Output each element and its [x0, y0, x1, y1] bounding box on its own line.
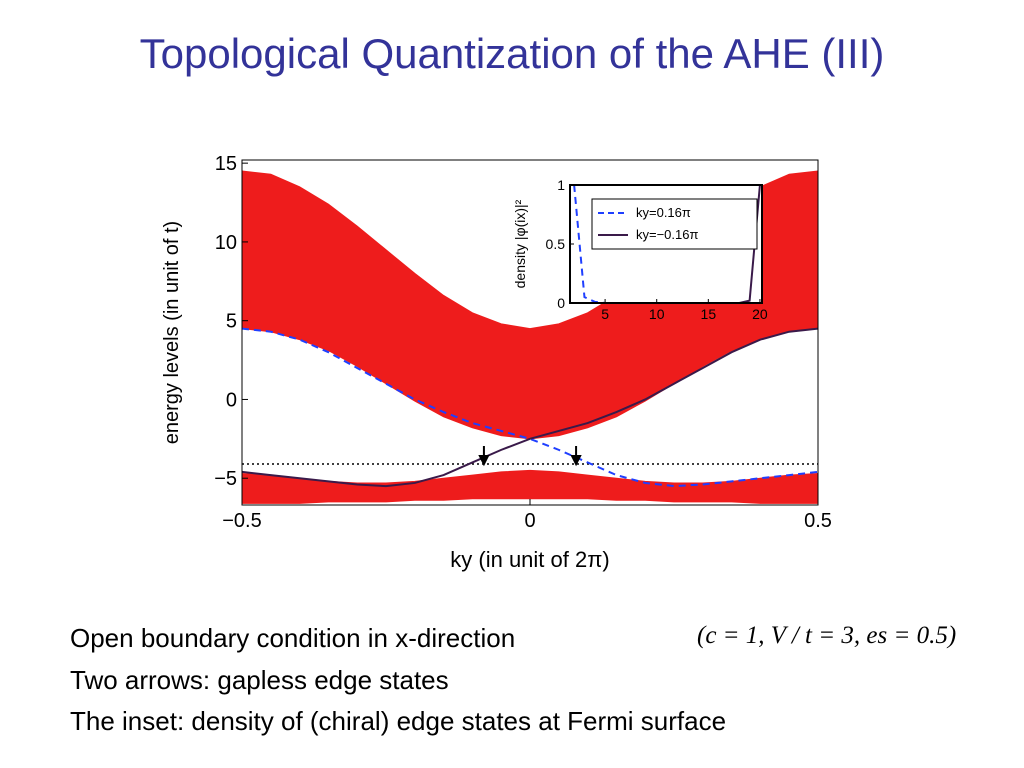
- x-tick-label: 5: [601, 306, 609, 322]
- arrow: [570, 446, 582, 467]
- legend-label: ky=0.16π: [636, 205, 691, 220]
- y-tick-label: −5: [214, 468, 237, 490]
- energy-band: [242, 170, 818, 440]
- y-axis-label: density |φ(ix)|²: [512, 199, 528, 288]
- legend-box: [591, 198, 758, 250]
- x-tick-label: 15: [701, 306, 717, 322]
- x-axis-label: ky (in unit of 2π): [450, 547, 609, 572]
- x-tick-label: 0: [524, 510, 535, 532]
- y-axis-label: energy levels (in unit of t): [161, 221, 183, 444]
- y-tick-label: 5: [226, 311, 237, 333]
- series-line: [242, 327, 818, 488]
- bullet: The inset: density of (chiral) edge stat…: [70, 706, 727, 736]
- x-tick-label: −0.5: [222, 510, 261, 532]
- slide-title: Topological Quantization of the AHE (III…: [139, 30, 885, 77]
- x-tick-label: 0.5: [804, 510, 832, 532]
- x-tick-label: 10: [649, 306, 665, 322]
- y-tick-label: 15: [215, 153, 237, 175]
- plot-area: [242, 170, 818, 504]
- legend-label: ky=−0.16π: [636, 227, 698, 242]
- series-line: [242, 327, 818, 488]
- y-tick-label: 1: [557, 177, 565, 193]
- bullet: Open boundary condition in x-direction: [70, 623, 516, 653]
- y-tick-label: 0.5: [546, 236, 566, 252]
- y-tick-label: 0: [226, 389, 237, 411]
- energy-band: [242, 469, 818, 504]
- arrow: [478, 446, 490, 467]
- x-tick-label: 20: [752, 306, 768, 322]
- y-tick-label: 0: [557, 295, 565, 311]
- formula: (c = 1, V / t = 3, es = 0.5): [697, 622, 957, 649]
- y-tick-label: 10: [215, 232, 237, 254]
- bullet: Two arrows: gapless edge states: [70, 665, 449, 695]
